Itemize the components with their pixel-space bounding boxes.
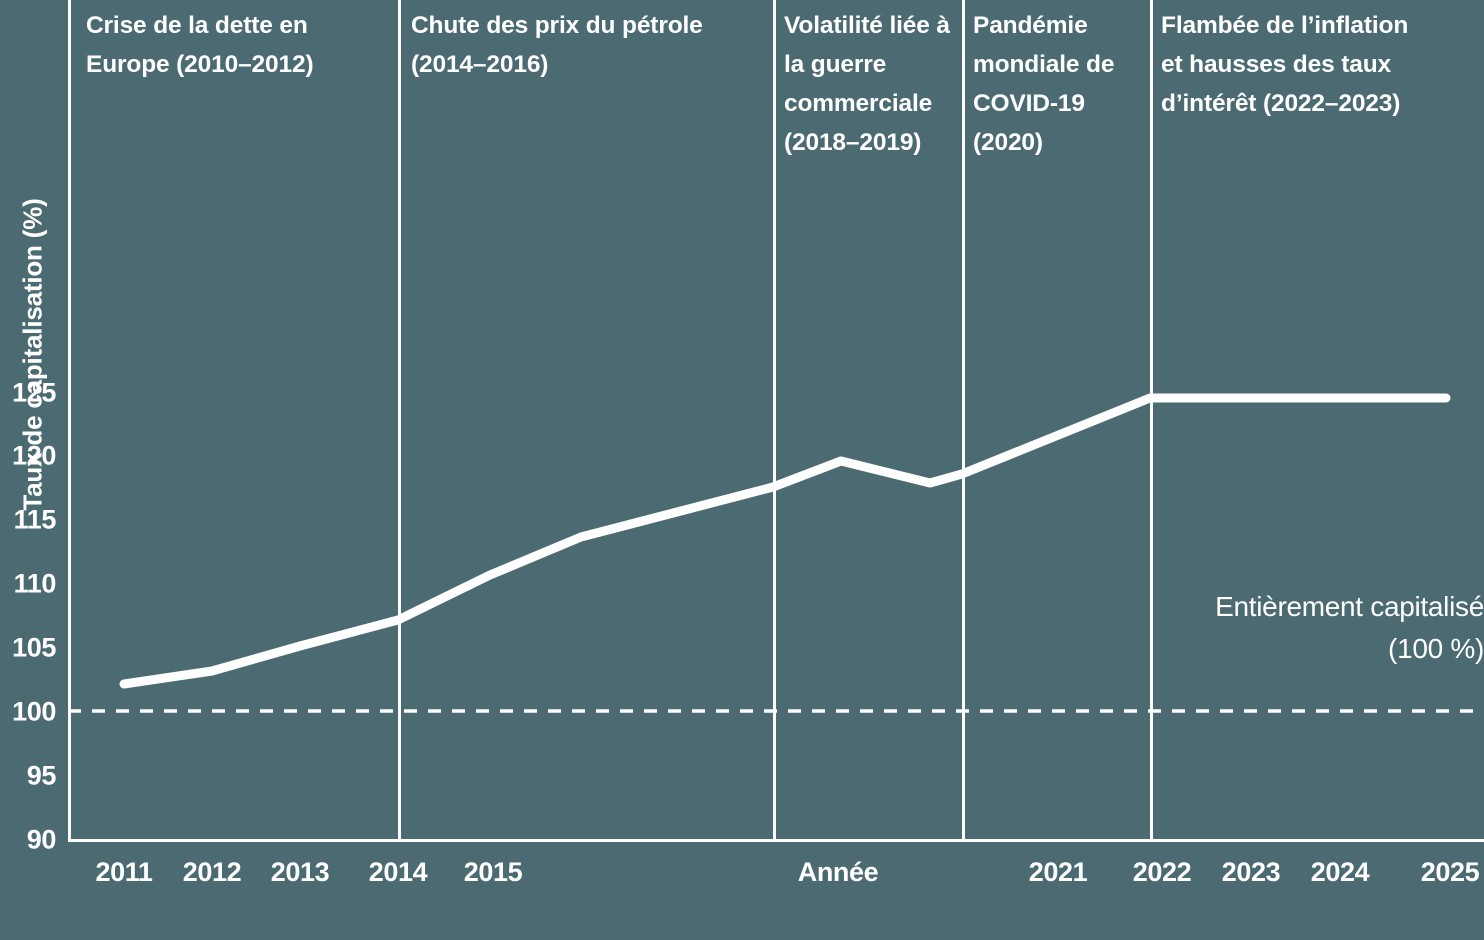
series-svg [68, 393, 1484, 713]
annotation-text: Crise de la dette en Europe (2010–2012) [86, 12, 314, 78]
x-tick-2013: 2013 [270, 857, 330, 887]
x-tick-2023: 2023 [1221, 857, 1281, 887]
y-tick-95: 95 [26, 760, 57, 791]
annotation-trade-war-volatility: Volatilité liée à la guerre commerciale … [784, 6, 956, 162]
y-tick-120: 120 [12, 440, 56, 471]
annotation-euro-debt-crisis: Crise de la dette en Europe (2010–2012) [86, 6, 386, 84]
x-tick-2012: 2012 [182, 857, 242, 887]
plot-area: 125 120 115 110 105 100 95 90 2011 2012 … [12, 0, 1484, 887]
annotation-inflation-rate-hikes: Flambée de l’inflation et hausses des ta… [1161, 6, 1411, 123]
series-line-funded-ratio [119, 393, 1451, 689]
x-axis-title: Année [797, 857, 879, 887]
y-tick-90: 90 [26, 824, 57, 855]
annotation-text: Volatilité liée à la guerre commerciale … [784, 12, 950, 156]
x-tick-2022: 2022 [1132, 857, 1192, 887]
y-axis-title: Taux de capitalisation (%) [0, 0, 66, 510]
period-divider-2018 [773, 0, 776, 842]
annotation-text: Flambée de l’inflation et hausses des ta… [1161, 12, 1409, 117]
x-tick-2024: 2024 [1310, 857, 1370, 887]
annotation-covid-pandemic: Pandémie mondiale de COVID-19 (2020) [973, 6, 1141, 162]
x-axis-line [68, 839, 1484, 842]
y-tick-105: 105 [12, 632, 56, 663]
y-tick-115: 115 [13, 504, 57, 535]
x-tick-2011: 2011 [95, 857, 153, 887]
y-tick-125: 125 [12, 377, 56, 408]
x-tick-2015: 2015 [463, 857, 523, 887]
reference-caption-line2: (100 %) [1388, 633, 1484, 664]
reference-caption-line1: Entièrement capitalisé [1215, 591, 1484, 622]
x-tick-2014: 2014 [368, 857, 428, 887]
period-divider-2022 [1150, 0, 1153, 842]
x-tick-2025: 2025 [1420, 857, 1480, 887]
reference-line-caption: Entièrement capitalisé (100 %) [1064, 586, 1484, 670]
period-divider-2020 [962, 0, 965, 842]
y-tick-100: 100 [12, 696, 56, 727]
y-tick-110: 110 [13, 568, 57, 599]
annotation-text: Pandémie mondiale de COVID-19 (2020) [973, 12, 1115, 156]
annotation-text: Chute des prix du pétrole (2014–2016) [411, 12, 703, 78]
period-divider-2014 [398, 0, 401, 842]
annotation-oil-price-drop: Chute des prix du pétrole (2014–2016) [411, 6, 751, 84]
y-axis-line [68, 0, 71, 842]
x-tick-2021: 2021 [1028, 857, 1088, 887]
